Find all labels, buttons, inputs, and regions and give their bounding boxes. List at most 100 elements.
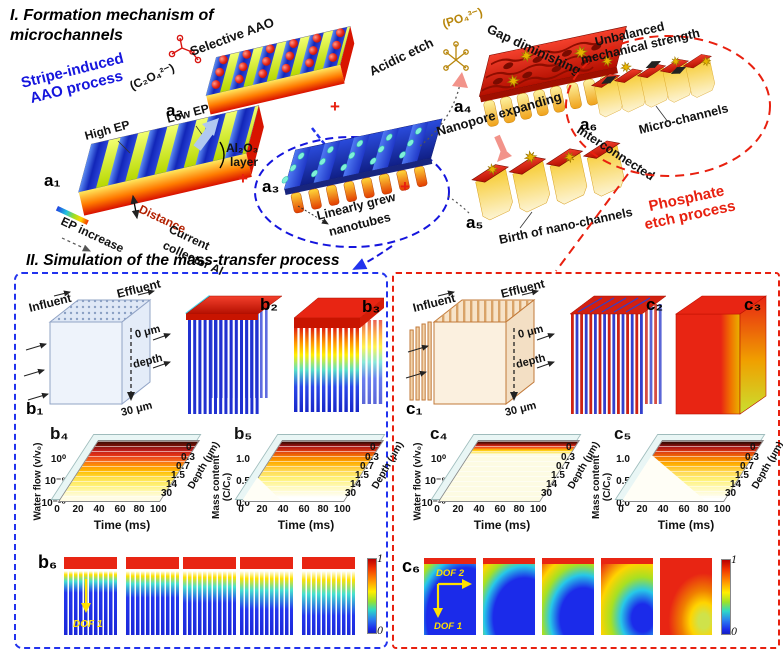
c6-dof-annotation: DOF 2 DOF 1 <box>433 568 472 632</box>
c6-dof2-text: DOF 2 <box>436 568 465 579</box>
c4-ztick: 30 <box>541 488 553 499</box>
a6-label: a₆ <box>580 115 597 134</box>
c5-ztick: 0.7 <box>740 461 754 472</box>
a3-tail-to-b-box <box>352 245 393 270</box>
b4-xtick: 0 <box>54 504 60 515</box>
b6-colorbar <box>367 558 377 634</box>
b3-render: b₃ <box>293 297 385 412</box>
c6-frame-5 <box>660 558 712 635</box>
b4-xtick: 20 <box>72 504 84 515</box>
c5-xtick: 20 <box>636 504 648 515</box>
chart-c5: c₅ Mass content (C/C₀) 1.0 0.5 0.0 0 20 … <box>584 424 783 546</box>
b2-render: b₂ <box>185 295 283 414</box>
a4-block <box>478 25 627 127</box>
a2-plus: + <box>330 97 340 116</box>
a4-label: a₄ <box>454 97 472 116</box>
b5-ztick: 1.5 <box>355 470 369 481</box>
b6-frame-cap <box>64 557 117 571</box>
b5-ztick: 14 <box>350 479 362 490</box>
b1-label: b₁ <box>26 399 43 418</box>
oxide-bracket <box>219 141 225 169</box>
b5-ytick: 0.5 <box>236 476 250 487</box>
b6-frame-cap <box>126 557 179 571</box>
b6-frame-body <box>240 571 293 635</box>
b4-ztick: 0.7 <box>176 461 190 472</box>
ep-increase-arrow <box>61 237 92 252</box>
c1-30um: 30 μm <box>504 400 538 419</box>
ep-gradient-bar <box>55 206 89 225</box>
c4-xlabel: Time (ms) <box>473 518 531 532</box>
c4-ztick: 0.3 <box>561 452 575 463</box>
b6-colorbar-min: 0 <box>377 626 384 637</box>
c6-colorbar-min: 0 <box>731 627 738 638</box>
a1-oxide-line1: Al₂O₃ <box>226 141 258 155</box>
b6-label: b₆ <box>38 552 58 572</box>
c1-schematic: Influent Effluent 0 μm depth 30 μm c₁ <box>405 280 555 419</box>
c4-ztick: 0 <box>566 442 572 453</box>
distance-arrow <box>130 194 140 220</box>
b4-xtick: 60 <box>114 504 126 515</box>
c4-xtick: 80 <box>513 504 525 515</box>
b5-ztick: 0 <box>370 442 376 453</box>
b6-frame-cap <box>240 557 293 571</box>
section1-graphic: a₁ High EP Low EP EP increase Distance C… <box>44 5 771 278</box>
c4-ztick: 14 <box>546 479 558 490</box>
a2-spheres <box>211 28 345 89</box>
c5-xtick: 40 <box>657 504 669 515</box>
a4-acidic-etch: Acidic etch <box>367 35 436 79</box>
b5-xtick: 40 <box>277 504 289 515</box>
c4-xtick: 100 <box>530 504 547 515</box>
c5-ztick: 1.5 <box>735 470 749 481</box>
b4-ztick: 0.3 <box>181 452 195 463</box>
b6-dof1-annotation: DOF 1 <box>73 579 103 630</box>
a6-ellipse <box>565 35 771 177</box>
c4-ytick: 10⁰ <box>430 454 446 465</box>
b6-frame-5 <box>302 557 355 635</box>
oxalate-molecule-sketch <box>168 34 202 64</box>
c5-ytick: 0.0 <box>616 498 630 509</box>
a1-label: a₁ <box>44 171 61 190</box>
a2-oxalate-ion: (C₂O₄²⁻) <box>128 61 177 93</box>
b6-frame-4 <box>240 557 293 635</box>
section1-title-line1: I. Formation mechanism of <box>10 7 214 24</box>
a3-a5-dotted-curve <box>447 195 471 215</box>
b4-ytick: 10⁻¹⁸ <box>41 498 66 509</box>
c2-label: c₂ <box>646 295 663 314</box>
c6-frame-2 <box>483 558 535 635</box>
c4-xtick: 60 <box>494 504 506 515</box>
c2-render: c₂ <box>569 295 667 414</box>
high-ep-pointer <box>117 140 131 154</box>
b5-label: b₅ <box>234 424 253 443</box>
b4-xlabel: Time (ms) <box>93 518 151 532</box>
b5-xtick: 60 <box>298 504 310 515</box>
b6-colorbar-max: 1 <box>377 554 384 565</box>
b4-xtick: 80 <box>133 504 145 515</box>
c3-label: c₃ <box>744 295 761 314</box>
a4-phosphate-ion: (PO₄³⁻) <box>441 5 485 31</box>
b4-ztick: 30 <box>161 488 173 499</box>
b4-xtick: 40 <box>93 504 105 515</box>
b5-ytick: 1.0 <box>236 454 250 465</box>
c5-xlabel: Time (ms) <box>657 518 715 532</box>
b6-frame-body <box>126 571 179 635</box>
section2-title: II. Simulation of the mass-transfer proc… <box>26 252 340 269</box>
b1-effluent: Effluent <box>115 280 162 301</box>
c4-label: c₄ <box>430 424 448 443</box>
c6-frame-1: DOF 2 DOF 1 <box>424 558 476 635</box>
chart-b4: b₄ Water flow (v/v₀) 10⁰ 10⁻⁹ 10⁻¹⁸ 0 20… <box>20 424 222 546</box>
b6-frame-3 <box>183 557 236 635</box>
b5-xtick: 20 <box>256 504 268 515</box>
a6-tail-to-c-box <box>555 173 629 272</box>
b5-xtick: 100 <box>334 504 351 515</box>
b4-ytick: 10⁰ <box>50 454 66 465</box>
b1-30um: 30 μm <box>120 400 154 419</box>
b-simulation-box: Influent Effluent 0 μm depth 30 μm b₁ <box>14 272 406 649</box>
chart-b5: b₅ Mass content (C/C₀) 1.0 0.5 0.0 0 20 … <box>204 424 406 546</box>
b6-frame-cap <box>183 557 236 571</box>
c6-dof1-text: DOF 1 <box>434 621 462 632</box>
b6-frame-body <box>302 571 355 635</box>
a5-birth: Birth of nano-channels <box>498 205 634 247</box>
c5-xtick: 100 <box>714 504 731 515</box>
c4-ztick: 0.7 <box>556 461 570 472</box>
